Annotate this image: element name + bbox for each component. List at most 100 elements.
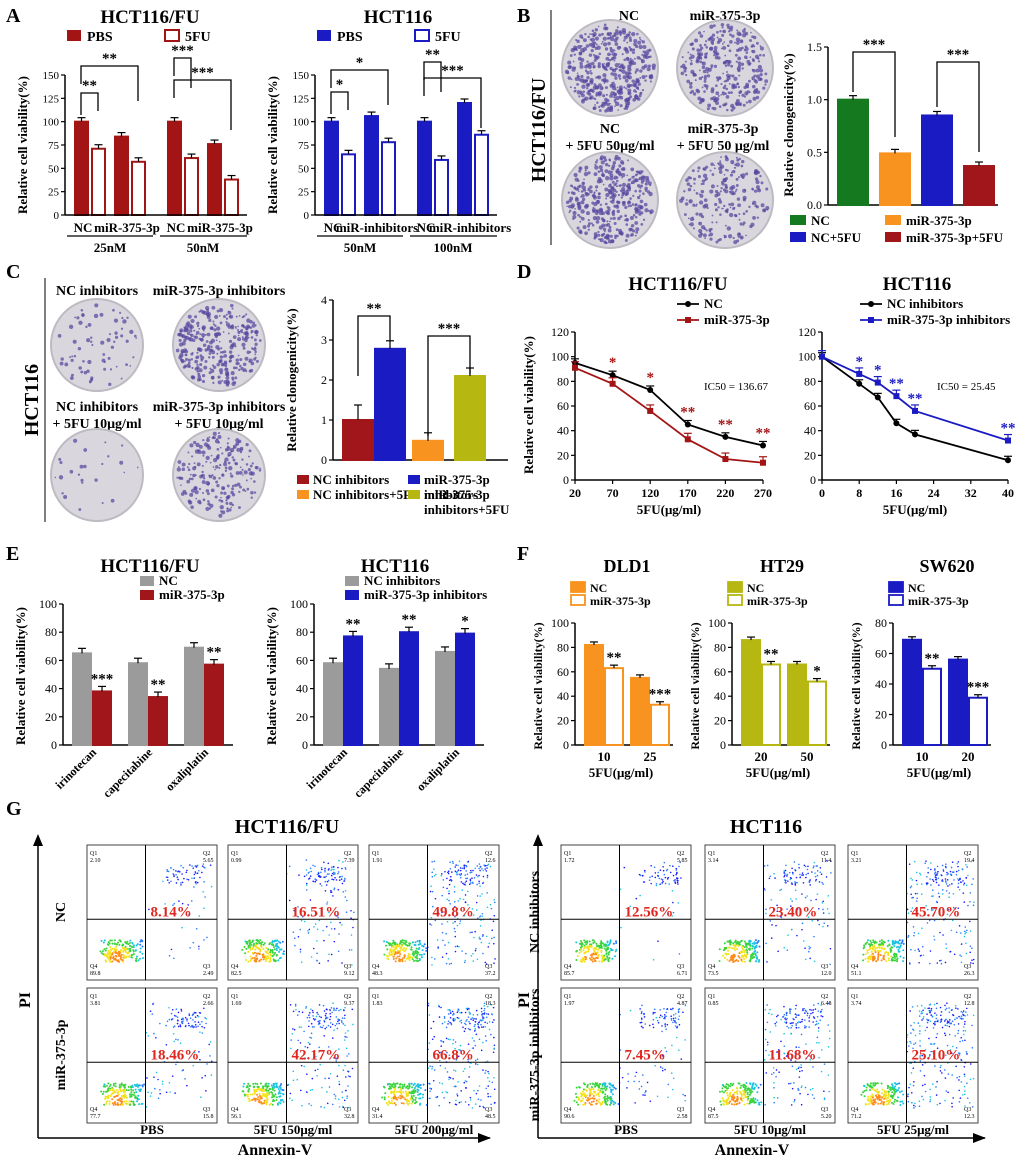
colony-dot [757,57,760,60]
event-dot [136,943,139,946]
event-dot [195,927,198,930]
colony-dot [713,98,718,102]
colony-dot [709,232,714,237]
event-dot [405,941,408,944]
event-dot [258,1092,261,1095]
colony-dot [188,462,191,466]
y-tick-label: 50 [48,163,60,175]
colony-dot [626,183,631,188]
colony-dot [750,31,752,34]
event-dot [198,945,200,948]
event-dot [309,1036,311,1039]
event-dot [431,1068,433,1070]
colony-dot [225,322,231,327]
event-dot [483,1017,485,1019]
event-dot [336,1007,338,1010]
event-dot [480,919,482,921]
colony-dot [112,308,115,312]
event-dot [183,877,185,880]
event-dot [273,1085,276,1088]
event-dot [474,930,476,933]
event-dot [454,935,457,938]
colony-dot [99,312,104,317]
event-dot [125,1089,128,1092]
event-dot [203,881,205,883]
colony-dot [626,75,630,79]
event-dot [249,959,252,962]
event-dot [491,937,493,940]
colony-dot [604,169,609,174]
colony-dot [709,189,714,194]
colony-dot [703,227,707,231]
x-tick-label: 24 [928,486,940,500]
event-dot [447,1013,450,1015]
colony-dot [579,215,582,219]
event-dot [147,1091,149,1094]
colony-dot [578,51,583,56]
plate-label-mir-inh-5fu-dose: + 5FU 10μg/ml [174,417,263,432]
event-dot [459,922,461,925]
event-dot [418,1086,421,1089]
event-dot [271,954,274,957]
event-dot [401,939,404,942]
colony-dot [570,78,573,81]
colony-dot [204,333,207,336]
event-dot [130,1095,133,1098]
colony-dot [189,329,193,333]
event-dot [474,1027,477,1030]
event-dot [314,1069,317,1072]
event-dot [455,864,457,866]
event-dot [436,939,439,941]
colony-dot [604,187,609,192]
event-dot [407,1087,410,1090]
colony-dot [638,189,642,193]
event-dot [255,1090,258,1093]
event-dot [402,1096,405,1099]
colony-dot [749,56,752,59]
event-dot [317,1013,319,1016]
event-dot [326,1091,328,1093]
y-tick-label: 60 [296,653,308,667]
event-dot [345,1047,348,1050]
colony-dot [621,167,626,171]
event-dot [344,1006,346,1009]
plate-label-mir-inh: miR-375-3p inhibitors [153,284,286,299]
colony-dot [578,169,582,173]
colony-dot [709,169,712,172]
colony-dot [591,61,595,66]
event-dot [411,1097,414,1100]
event-dot [606,956,609,959]
flow-plot-frame [227,844,359,981]
event-dot [130,1086,133,1089]
colony-dot [208,436,211,438]
significance-label: ** [151,677,166,693]
colony-dot [727,59,732,64]
colony-dot [605,192,610,198]
event-dot [417,943,420,946]
colony-dot [214,495,218,499]
colony-dot [716,30,719,34]
colony-dot [244,338,248,343]
event-dot [493,1088,496,1091]
event-dot [456,873,458,876]
event-dot [392,1086,395,1089]
event-dot [305,859,308,861]
event-dot [457,1008,459,1010]
x-axis-arrowhead [973,1133,986,1143]
event-dot [343,1039,346,1041]
event-dot [271,1096,274,1099]
colony-dot [633,83,638,88]
colony-dot [235,442,240,446]
event-dot [408,1091,411,1094]
colony-dot [194,489,199,495]
colony-dot [259,467,261,470]
event-dot [411,958,414,961]
colony-dot [743,85,747,90]
event-dot [194,1016,197,1018]
panel-b-side-label: HCT116/FU [528,78,550,182]
event-dot [131,1086,134,1089]
event-dot [383,1096,386,1099]
event-dot [398,944,401,947]
colony-dot [629,197,632,200]
event-dot [441,1082,443,1085]
